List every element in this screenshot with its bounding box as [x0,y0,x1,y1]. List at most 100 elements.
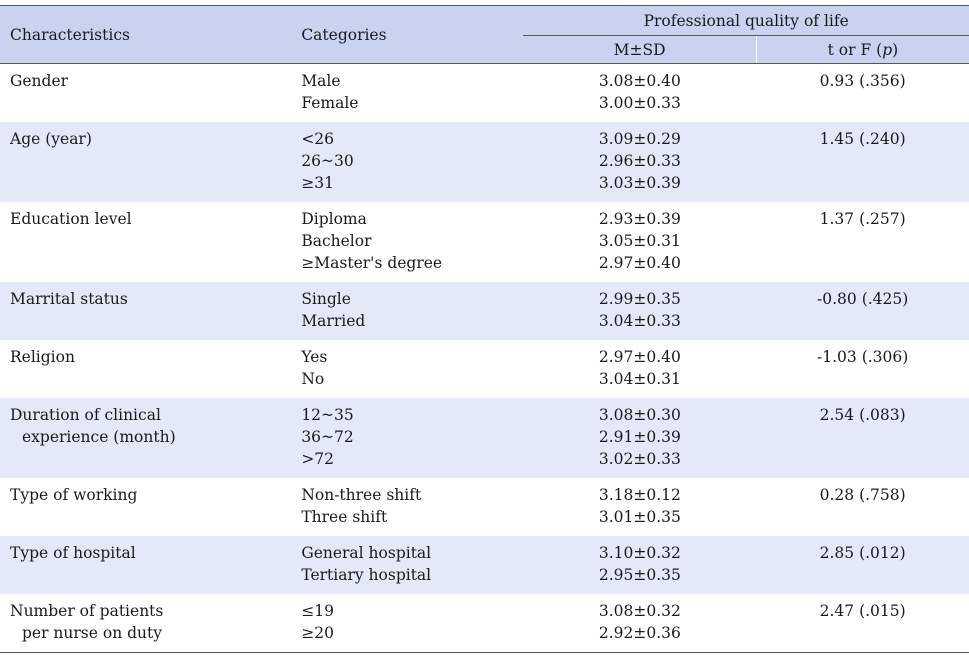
characteristic-label: Number of patients [10,602,164,620]
msd-cell: 3.18±0.12 3.01±0.35 [523,478,756,536]
characteristic-label: Type of working [10,486,138,504]
characteristic-label: Duration of clinical [10,406,161,424]
category-label: >72 [301,450,335,468]
t-or-f-value: -0.80 (.425) [817,290,909,308]
msd-value: 3.08±0.32 [598,602,681,620]
msd-value: 2.92±0.36 [598,624,681,642]
t-or-f-cell: 1.37 (.257) [756,202,969,282]
msd-cell: 3.08±0.32 2.92±0.36 [523,594,757,653]
category-cell: Single Married [289,282,524,340]
t-or-f-value: 0.93 (.356) [819,72,906,90]
category-label: 36~72 [301,428,354,446]
category-cell: Diploma Bachelor ≥Master's degree [289,202,523,282]
characteristic-cell: Number of patients per nurse on duty [0,594,290,653]
t-or-f-value: 0.28 (.758) [819,486,906,504]
t-or-f-cell: 0.93 (.356) [756,64,969,123]
characteristic-label: Type of hospital [10,544,136,562]
table-row: Type of working Non-three shift Three shif… [0,478,969,536]
t-or-f-value: 1.37 (.257) [819,210,906,228]
msd-cell: 2.97±0.40 3.04±0.31 [523,340,756,398]
msd-value: 2.91±0.39 [598,428,681,446]
category-label: ≤19 [301,602,335,620]
characteristic-label: Gender [10,72,69,90]
header-p-italic: p [882,40,893,59]
msd-cell: 3.08±0.30 2.91±0.39 3.02±0.33 [523,398,757,478]
header-msd: M±SD [523,35,757,64]
category-label: ≥Master's degree [301,254,443,272]
msd-cell: 3.08±0.40 3.00±0.33 [523,64,756,123]
characteristic-cell: Age (year) [0,122,290,202]
category-cell: Male Female [289,64,523,123]
msd-cell: 3.10±0.32 2.95±0.35 [523,536,757,594]
msd-value: 2.96±0.33 [598,152,681,170]
header-t-or-f: t or F (p) [755,35,969,64]
table-row: Type of hospital General hospital Tertiary… [0,536,969,594]
t-or-f-cell: 2.85 (.012) [756,536,969,594]
msd-value: 3.08±0.30 [598,406,681,424]
characteristic-cell: Marrital status [0,282,290,340]
table-row: Marrital status Single Married 2.99±0.35 3.0… [0,282,969,340]
category-cell: 12~35 36~72 >72 [289,398,524,478]
characteristic-cell: Religion [0,340,289,398]
msd-cell: 2.99±0.35 3.04±0.33 [523,282,757,340]
header-t-or-f-label: t or F ( [827,40,883,59]
category-label: Married [301,312,366,330]
msd-cell: 2.93±0.39 3.05±0.31 2.97±0.40 [523,202,756,282]
characteristic-cell: Gender [0,64,289,123]
msd-value: 2.93±0.39 [598,210,681,228]
msd-cell: 3.09±0.29 2.96±0.33 3.03±0.39 [523,122,757,202]
characteristic-cell: Type of hospital [0,536,290,594]
table-row: Duration of clinical experience (month) 12… [0,398,969,478]
table-header: Characteristics Categories Professional … [0,5,969,64]
t-or-f-cell: 2.47 (.015) [756,594,969,653]
msd-value: 3.10±0.32 [598,544,681,562]
category-label: Single [301,290,351,308]
msd-value: 3.08±0.40 [598,72,681,90]
t-or-f-value: 1.45 (.240) [819,130,906,148]
category-label: ≥31 [301,174,335,192]
category-cell: Non-three shift Three shift [289,478,523,536]
msd-value: 3.01±0.35 [598,508,681,526]
category-label: Female [301,94,359,112]
msd-value: 3.00±0.33 [598,94,681,112]
table-body: Gender Male Female 3.08±0.40 3.00±0.33 0.93 (… [0,64,969,653]
msd-value: 3.02±0.33 [598,450,681,468]
msd-value: 2.99±0.35 [598,290,681,308]
t-or-f-cell: -0.80 (.425) [756,282,969,340]
category-label: Diploma [301,210,367,228]
category-label: 12~35 [301,406,354,424]
category-label: Three shift [301,508,388,526]
msd-value: 3.05±0.31 [598,232,681,250]
category-label: No [301,370,325,388]
header-characteristics: Characteristics [0,5,290,64]
category-cell: <26 26~30 ≥31 [289,122,524,202]
t-or-f-value: 2.85 (.012) [819,544,906,562]
header-categories: Categories [289,5,524,64]
header-group-professional-quality: Professional quality of life [523,5,969,36]
t-or-f-cell: 1.45 (.240) [756,122,969,202]
category-cell: ≤19 ≥20 [289,594,524,653]
characteristic-cell: Type of working [0,478,289,536]
category-label: ≥20 [301,624,335,642]
table-row: Education level Diploma Bachelor ≥Master's … [0,202,969,282]
table-row: Religion Yes No 2.97±0.40 3.04±0.31 -1.03 (.3… [0,340,969,398]
characteristic-label: Education level [10,210,132,228]
category-label: <26 [301,130,335,148]
category-label: Male [301,72,341,90]
category-cell: General hospital Tertiary hospital [289,536,524,594]
characteristic-label: Age (year) [10,130,92,148]
header-close-paren: ) [892,40,899,59]
t-or-f-cell: 0.28 (.758) [756,478,969,536]
msd-value: 3.04±0.31 [598,370,681,388]
results-table: Characteristics Categories Professional … [0,5,969,653]
msd-value: 2.95±0.35 [598,566,681,584]
msd-value: 3.04±0.33 [598,312,681,330]
characteristic-label: per nurse on duty [22,624,162,642]
msd-value: 3.09±0.29 [598,130,681,148]
category-cell: Yes No [289,340,523,398]
characteristic-cell: Duration of clinical experience (month) [0,398,290,478]
t-or-f-cell: -1.03 (.306) [756,340,969,398]
msd-value: 2.97±0.40 [598,254,681,272]
t-or-f-cell: 2.54 (.083) [756,398,969,478]
t-or-f-value: 2.47 (.015) [819,602,906,620]
